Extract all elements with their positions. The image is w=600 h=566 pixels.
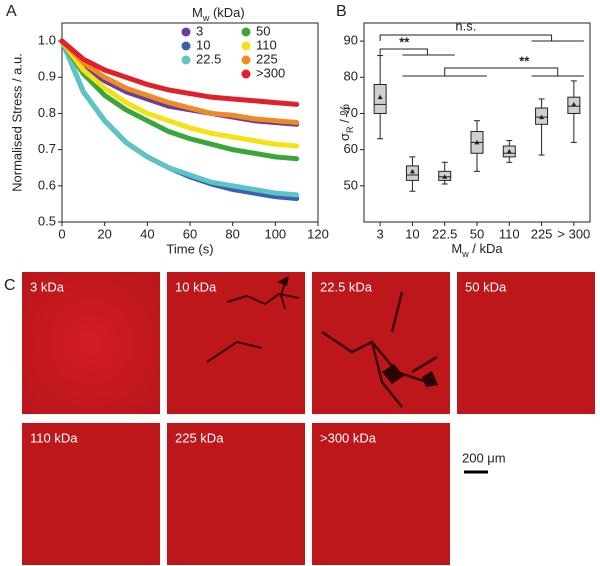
micrograph	[312, 423, 450, 565]
image-label: 22.5 kDa	[320, 279, 373, 294]
micrograph	[457, 272, 595, 414]
legend-marker	[241, 27, 251, 37]
sig-bracket	[444, 67, 559, 76]
legend-label: 10	[196, 37, 210, 52]
y-tick-label: 0.7	[38, 141, 56, 156]
mean-marker	[571, 101, 577, 107]
panel-label: B	[336, 3, 347, 20]
y-tick-label: 0.6	[38, 177, 56, 192]
series-line	[59, 38, 300, 149]
x-tick-label: 80	[225, 226, 239, 241]
annotation: **	[519, 53, 530, 68]
micrograph	[167, 423, 305, 565]
legend-marker	[181, 27, 191, 37]
series-line	[59, 38, 300, 107]
x-tick-label: 20	[97, 226, 111, 241]
x-tick-label: 225	[531, 226, 553, 241]
legend-label: 225	[256, 51, 278, 66]
label-part: (kDa)	[209, 5, 244, 20]
mean-marker	[474, 139, 480, 145]
x-tick-label: 50	[470, 226, 484, 241]
legend-marker	[241, 55, 251, 65]
axis-label: Mw (kDa)	[192, 5, 245, 23]
label-sub: w	[461, 249, 469, 259]
legend-label: >300	[256, 65, 285, 80]
x-tick-label: 110	[499, 226, 520, 241]
crack	[321, 291, 438, 408]
y-tick-label: 60	[344, 141, 358, 156]
image-label: 3 kDa	[30, 279, 65, 294]
panel-label: A	[6, 3, 17, 20]
x-tick-label: 40	[140, 226, 154, 241]
legend-label: 110	[256, 37, 277, 52]
axis-label: Mw / kDa	[451, 241, 503, 259]
series-line	[59, 38, 300, 162]
mean-marker	[409, 168, 415, 174]
sig-bracket	[379, 34, 553, 41]
x-tick-label: > 300	[557, 226, 590, 241]
y-tick-label: 90	[344, 33, 358, 48]
x-tick-label: 22.5	[432, 226, 457, 241]
image-label: >300 kDa	[320, 430, 377, 445]
series-line	[59, 38, 300, 125]
x-tick-label: 120	[307, 226, 329, 241]
axis-label: σR / %	[337, 104, 355, 141]
mean-marker	[377, 94, 383, 100]
label-part: / kDa	[469, 241, 504, 256]
panel-label: C	[4, 277, 16, 294]
legend-label: 3	[196, 23, 203, 38]
micrograph	[22, 423, 160, 565]
x-tick-label: 3	[377, 226, 384, 241]
micrograph	[22, 272, 160, 414]
y-axis-label: Normalised Stress / a.u.	[9, 53, 24, 192]
y-tick-label: 0.5	[38, 213, 56, 228]
x-tick-label: 100	[264, 226, 286, 241]
annotation: n.s.	[455, 18, 476, 33]
y-tick-label: 70	[344, 105, 358, 120]
legend-marker	[241, 41, 251, 51]
legend-marker	[181, 55, 191, 65]
mean-marker	[442, 174, 448, 179]
y-tick-label: 0.9	[38, 69, 56, 84]
label-sub: R	[345, 126, 355, 133]
micrograph	[312, 272, 450, 414]
y-tick-label: 0.8	[38, 105, 56, 120]
x-tick-label: 10	[405, 226, 419, 241]
image-label: 110 kDa	[30, 430, 78, 445]
x-axis-label: Time (s)	[166, 241, 213, 256]
legend-label: 50	[256, 23, 270, 38]
label-part: M	[451, 241, 462, 256]
legend-label: 22.5	[196, 51, 221, 66]
image-label: 225 kDa	[175, 430, 224, 445]
x-tick-label: 0	[58, 226, 65, 241]
crack	[382, 364, 438, 387]
image-grid: 3 kDa 10 kDa 22.5 kDa 50 kDa 110 kDa 225 kDa >…	[22, 272, 595, 565]
label-sub: w	[202, 13, 210, 23]
mean-marker	[539, 114, 545, 120]
y-tick-label: 80	[344, 69, 358, 84]
label-part: σ	[337, 133, 352, 141]
crack	[277, 276, 289, 286]
label-part: / %	[337, 104, 352, 127]
legend-marker	[181, 41, 191, 51]
annotation: **	[399, 34, 410, 49]
image-label: 10 kDa	[175, 279, 217, 294]
sig-bracket	[379, 48, 428, 55]
y-tick-label: 1.0	[38, 33, 56, 48]
label-part: M	[192, 5, 203, 20]
scale-label: 200 μm	[462, 450, 506, 465]
image-label: 50 kDa	[465, 279, 507, 294]
legend-marker	[241, 69, 251, 79]
series-line	[59, 38, 300, 198]
x-tick-label: 60	[183, 226, 197, 241]
y-tick-label: 50	[344, 177, 358, 192]
mean-marker	[506, 148, 512, 154]
